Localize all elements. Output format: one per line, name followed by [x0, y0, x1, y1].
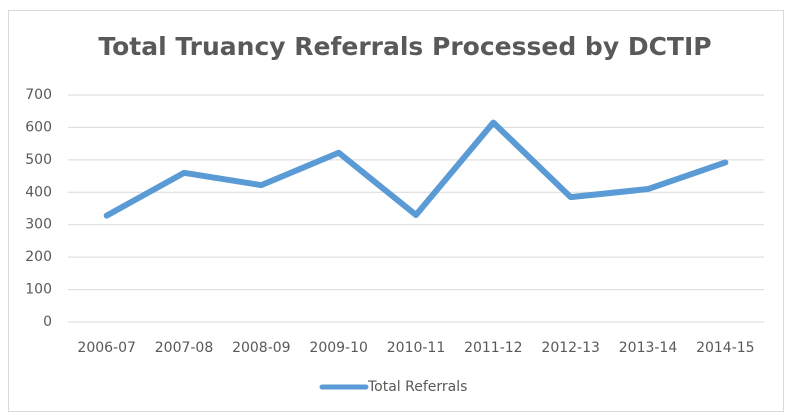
x-tick-label: 2007-08: [155, 340, 214, 356]
x-tick-label: 2014-15: [696, 340, 755, 356]
x-tick-label: 2006-07: [77, 340, 136, 356]
y-tick-label: 400: [25, 184, 52, 200]
y-tick-label: 500: [25, 152, 52, 168]
legend-label: Total Referrals: [367, 379, 467, 395]
y-tick-label: 600: [25, 119, 52, 135]
data-line: [103, 119, 729, 219]
y-tick-label: 0: [43, 314, 52, 330]
y-tick-label: 200: [25, 249, 52, 265]
x-tick-label: 2008-09: [232, 340, 291, 356]
y-tick-label: 300: [25, 217, 52, 233]
x-tick-label: 2010-11: [387, 340, 446, 356]
x-tick-label: 2011-12: [464, 340, 523, 356]
chart-frame: [8, 10, 784, 412]
chart-title: Total Truancy Referrals Processed by DCT…: [98, 32, 711, 61]
x-tick-label: 2013-14: [619, 340, 678, 356]
y-tick-label: 100: [25, 282, 52, 298]
x-tick-label: 2009-10: [309, 340, 368, 356]
y-tick-label: 700: [25, 87, 52, 103]
x-tick-label: 2012-13: [541, 340, 600, 356]
